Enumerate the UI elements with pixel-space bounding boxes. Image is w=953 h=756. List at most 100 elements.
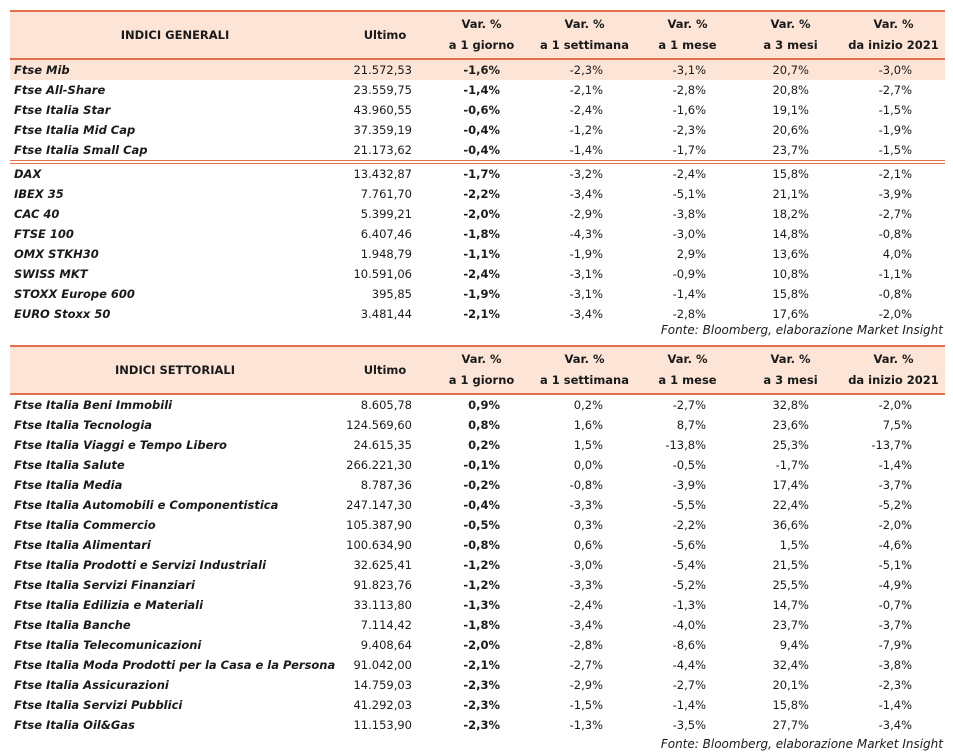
row-label: Ftse Italia Telecomunicazioni [14, 638, 202, 652]
cell: -3,8% [672, 207, 706, 221]
header-line: a 3 mesi [763, 38, 818, 52]
cell: -5,5% [672, 498, 706, 512]
cell: -2,1% [463, 307, 500, 321]
cell: 14.759,03 [353, 678, 412, 692]
cell: -2,0% [878, 518, 912, 532]
header-line: Var. % [770, 352, 811, 366]
cell: 91.823,76 [353, 578, 412, 592]
cell: 19,1% [772, 103, 809, 117]
row-label: Ftse Italia Media [14, 478, 123, 492]
cell: -2,4% [463, 267, 500, 281]
row-label: OMX STKH30 [14, 247, 99, 261]
cell: -1,4% [878, 698, 912, 712]
cell: -0,8% [878, 287, 912, 301]
cell: 20,1% [772, 678, 809, 692]
cell: 0,9% [468, 398, 500, 412]
header-cell: INDICI GENERALI [10, 10, 340, 60]
header-cell: Var. % a 1 mese [636, 10, 739, 60]
cell: -5,1% [878, 558, 912, 572]
cell: 0,8% [468, 418, 500, 432]
header-cell: Var. % a 3 mesi [739, 345, 842, 395]
table-settoriali: INDICI SETTORIALI Ultimo Var. % a 1 giorno V… [10, 345, 945, 735]
cell: -5,2% [672, 578, 706, 592]
header-line: a 1 settimana [539, 373, 630, 387]
cell: 43.960,55 [353, 103, 412, 117]
cell: -1,4% [463, 83, 500, 97]
cell: -2,3% [878, 678, 912, 692]
cell: -2,4% [569, 598, 603, 612]
data-row: OMX STKH30 1.948,79 -1,1% -1,9% 2,9% 13,6% 4,0… [10, 244, 945, 264]
cell: 32,8% [772, 398, 809, 412]
data-row: Ftse Mib 21.572,53 -1,6% -2,3% -3,1% 20,7% -3,… [10, 59, 945, 80]
row-label: Ftse Italia Edilizia e Materiali [14, 598, 204, 612]
data-row: Ftse Italia Commercio 105.387,90 -0,5% 0,3%… [10, 515, 945, 535]
cell: -1,7% [775, 458, 809, 472]
data-row: FTSE 100 6.407,46 -1,8% -4,3% -3,0% 14,8% -0,8… [10, 224, 945, 244]
data-row: Ftse All-Share 23.559,75 -1,4% -2,1% -2,8% 20… [10, 80, 945, 100]
cell: -0,5% [463, 518, 500, 532]
cell: -2,3% [463, 718, 500, 732]
cell: -1,4% [672, 698, 706, 712]
cell: -3,0% [569, 558, 603, 572]
cell: -2,7% [672, 398, 706, 412]
cell: -2,0% [878, 307, 912, 321]
cell: 105.387,90 [346, 518, 412, 532]
cell: -3,9% [672, 478, 706, 492]
cell: 8.605,78 [360, 398, 412, 412]
header-cell: Var. % da inizio 2021 [842, 345, 945, 395]
cell: -4,4% [672, 658, 706, 672]
row-label: Ftse Italia Alimentari [14, 538, 151, 552]
row-label: Ftse Italia Small Cap [14, 143, 148, 157]
header-cell: Ultimo [340, 10, 430, 60]
header-cell: Ultimo [340, 345, 430, 395]
data-row: Ftse Italia Media 8.787,36 -0,2% -0,8% -3,9%… [10, 475, 945, 495]
data-row: Ftse Italia Beni Immobili 8.605,78 0,9% 0,2… [10, 394, 945, 415]
row-label: Ftse Italia Salute [14, 458, 125, 472]
header-line: a 1 giorno [448, 373, 515, 387]
header-cell: Var. % a 1 giorno [430, 345, 533, 395]
cell: -0,4% [463, 498, 500, 512]
row-label: Ftse Italia Commercio [14, 518, 156, 532]
header-line: a 1 mese [658, 373, 717, 387]
cell: -5,4% [672, 558, 706, 572]
cell: -1,5% [569, 698, 603, 712]
header-cell: Var. % da inizio 2021 [842, 10, 945, 60]
data-row: Ftse Italia Telecomunicazioni 9.408,64 -2,… [10, 635, 945, 655]
cell: -3,4% [569, 618, 603, 632]
cell: 21,1% [772, 187, 809, 201]
header-line: a 1 settimana [539, 38, 630, 52]
cell: -1,7% [672, 143, 706, 157]
cell: -0,5% [672, 458, 706, 472]
cell: -0,2% [463, 478, 500, 492]
header-line: Var. % [770, 17, 811, 31]
cell: 8,7% [676, 418, 706, 432]
cell: 1,6% [573, 418, 603, 432]
cell: 11.153,90 [353, 718, 412, 732]
cell: 7.114,42 [360, 618, 412, 632]
cell: 2,9% [676, 247, 706, 261]
cell: 14,8% [772, 227, 809, 241]
data-row: Ftse Italia Automobili e Componentistica… [10, 495, 945, 515]
row-label: Ftse Italia Banche [14, 618, 131, 632]
cell: -1,3% [463, 598, 500, 612]
row-label: Ftse Italia Tecnologia [14, 418, 153, 432]
header-line: Var. % [873, 352, 914, 366]
cell: -2,0% [463, 638, 500, 652]
cell: -4,6% [878, 538, 912, 552]
cell: -1,2% [569, 123, 603, 137]
data-row: Ftse Italia Tecnologia 124.569,60 0,8% 1,6%… [10, 415, 945, 435]
row-label: Ftse Italia Mid Cap [14, 123, 136, 137]
cell: -5,6% [672, 538, 706, 552]
cell: 20,8% [772, 83, 809, 97]
cell: -3,1% [569, 267, 603, 281]
cell: 10.591,06 [353, 267, 412, 281]
data-row: EURO Stoxx 50 3.481,44 -2,1% -3,4% -2,8% 17,6… [10, 304, 945, 324]
table-body: Ftse Italia Beni Immobili 8.605,78 0,9% 0,2… [10, 394, 945, 735]
data-row: Ftse Italia Alimentari 100.634,90 -0,8% 0,6… [10, 535, 945, 555]
header-line: Var. % [564, 17, 605, 31]
cell: 1,5% [573, 438, 603, 452]
header-cell: Var. % a 1 mese [636, 345, 739, 395]
cell: 4,0% [882, 247, 912, 261]
cell: -3,9% [878, 187, 912, 201]
